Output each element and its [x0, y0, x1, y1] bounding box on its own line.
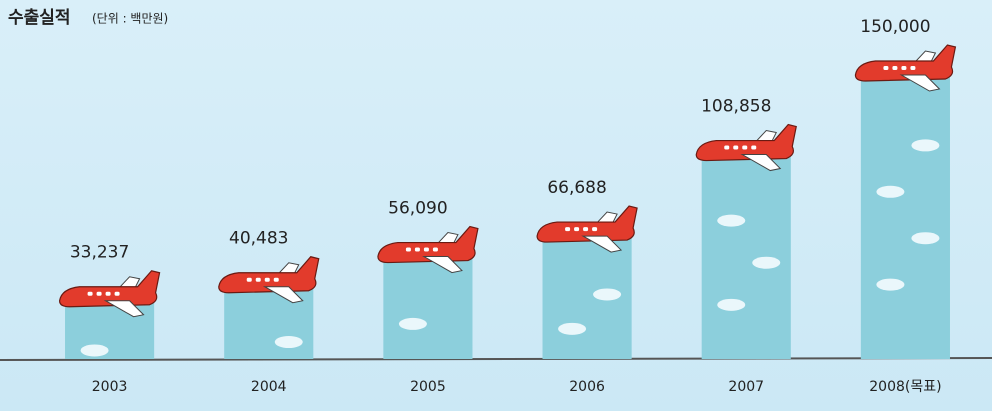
plane-window — [405, 247, 411, 252]
bar — [701, 148, 791, 359]
value-label: 108,858 — [701, 97, 771, 117]
cloud — [717, 298, 746, 311]
plane-window — [592, 227, 598, 232]
plane-window — [901, 66, 907, 70]
plane-icon — [854, 44, 957, 92]
plane-window — [583, 227, 589, 232]
plane-body — [854, 44, 957, 82]
value-label: 56,090 — [388, 199, 447, 219]
plane-window — [733, 145, 739, 150]
plane-window — [255, 277, 261, 282]
cloud — [398, 317, 427, 330]
plane-window — [432, 247, 438, 252]
cloud — [558, 322, 587, 335]
plane-window — [574, 227, 580, 232]
plane-window — [273, 277, 279, 282]
cloud — [274, 336, 303, 349]
plane-window — [724, 145, 730, 150]
plane-icon — [58, 270, 161, 318]
chart-subtitle: (단위 : 백만원) — [92, 12, 168, 26]
x-tick-label: 2005 — [410, 379, 446, 395]
x-tick-label: 2004 — [251, 379, 287, 395]
cloud — [752, 256, 781, 269]
plane-wing — [581, 235, 623, 253]
plane-body — [58, 270, 161, 308]
plane-window — [423, 247, 429, 252]
value-label: 66,688 — [547, 178, 606, 198]
bar — [383, 250, 473, 359]
plane-body — [536, 205, 638, 243]
plane-window — [105, 291, 111, 296]
plane-body — [377, 225, 479, 264]
cloud — [717, 214, 746, 227]
plane-wing — [422, 256, 463, 274]
baseline — [0, 357, 992, 361]
plane-wing — [740, 154, 782, 172]
plane-window — [910, 66, 916, 70]
plane-icon — [536, 205, 638, 253]
bar — [860, 69, 950, 359]
cloud — [876, 278, 905, 291]
plane-window — [114, 291, 120, 296]
cloud — [80, 344, 109, 357]
x-tick-label: 2003 — [92, 379, 128, 395]
x-tick-label: 2007 — [728, 379, 764, 395]
plane-window — [87, 291, 93, 296]
cloud — [876, 185, 905, 198]
plane-body — [695, 123, 797, 162]
plane-window — [742, 145, 748, 150]
value-label: 33,237 — [70, 243, 129, 263]
cloud — [911, 139, 940, 152]
plane-wing — [103, 300, 145, 318]
value-label: 40,483 — [229, 229, 288, 249]
plane-window — [96, 291, 102, 296]
x-tick-label: 2006 — [569, 379, 605, 395]
plane-icon — [218, 256, 320, 304]
plane-wing — [262, 286, 304, 304]
plane-icon — [377, 225, 479, 274]
plane-window — [883, 66, 889, 70]
cloud — [593, 288, 622, 301]
plane-window — [751, 145, 757, 150]
plane-window — [246, 277, 252, 282]
plane-window — [414, 247, 420, 252]
chart-title: 수출실적 — [8, 8, 71, 28]
value-label: 150,000 — [860, 17, 930, 37]
plane-icon — [695, 123, 797, 172]
cloud — [911, 232, 940, 245]
plane-body — [218, 256, 320, 294]
plane-window — [892, 66, 898, 70]
plane-window — [565, 227, 571, 232]
x-tick-label: 2008(목표) — [869, 379, 941, 395]
plane-wing — [899, 74, 941, 92]
plane-window — [264, 277, 270, 282]
